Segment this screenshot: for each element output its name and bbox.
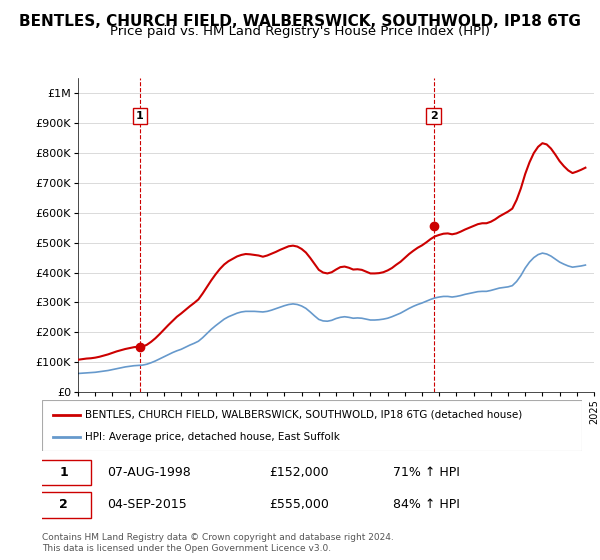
FancyBboxPatch shape: [37, 492, 91, 517]
Text: 04-SEP-2015: 04-SEP-2015: [107, 498, 187, 511]
Text: 71% ↑ HPI: 71% ↑ HPI: [393, 466, 460, 479]
Text: 2: 2: [59, 498, 68, 511]
Text: 1: 1: [59, 466, 68, 479]
Text: 2: 2: [430, 111, 437, 121]
Text: 07-AUG-1998: 07-AUG-1998: [107, 466, 191, 479]
Text: £555,000: £555,000: [269, 498, 329, 511]
FancyBboxPatch shape: [37, 460, 91, 486]
Text: £152,000: £152,000: [269, 466, 328, 479]
Text: BENTLES, CHURCH FIELD, WALBERSWICK, SOUTHWOLD, IP18 6TG (detached house): BENTLES, CHURCH FIELD, WALBERSWICK, SOUT…: [85, 409, 523, 419]
Text: Contains HM Land Registry data © Crown copyright and database right 2024.: Contains HM Land Registry data © Crown c…: [42, 533, 394, 542]
Text: 84% ↑ HPI: 84% ↑ HPI: [393, 498, 460, 511]
Text: BENTLES, CHURCH FIELD, WALBERSWICK, SOUTHWOLD, IP18 6TG: BENTLES, CHURCH FIELD, WALBERSWICK, SOUT…: [19, 14, 581, 29]
Text: 1: 1: [136, 111, 144, 121]
FancyBboxPatch shape: [42, 400, 582, 451]
Text: This data is licensed under the Open Government Licence v3.0.: This data is licensed under the Open Gov…: [42, 544, 331, 553]
Text: HPI: Average price, detached house, East Suffolk: HPI: Average price, detached house, East…: [85, 432, 340, 442]
Text: Price paid vs. HM Land Registry's House Price Index (HPI): Price paid vs. HM Land Registry's House …: [110, 25, 490, 38]
